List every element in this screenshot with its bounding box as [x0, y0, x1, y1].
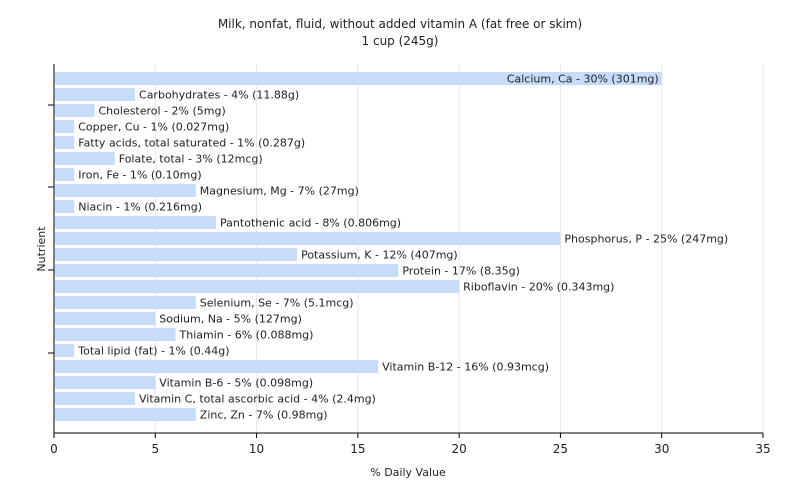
bar — [55, 184, 196, 197]
bar-label: Sodium, Na - 5% (127mg) — [159, 313, 302, 326]
bar — [55, 120, 75, 133]
bar — [55, 200, 75, 213]
bar-label: Total lipid (fat) - 1% (0.44g) — [77, 345, 229, 358]
chart-title: Milk, nonfat, fluid, without added vitam… — [218, 17, 582, 31]
bar-label: Vitamin B-12 - 16% (0.93mcg) — [382, 361, 549, 374]
bar-label: Niacin - 1% (0.216mg) — [78, 201, 202, 214]
bar-label: Cholesterol - 2% (5mg) — [99, 105, 226, 118]
bar — [55, 392, 136, 405]
bar-label: Calcium, Ca - 30% (301mg) — [507, 73, 659, 86]
bar — [55, 72, 662, 85]
bar-label: Magnesium, Mg - 7% (27mg) — [200, 185, 359, 198]
bar — [55, 168, 75, 181]
bar — [55, 376, 156, 389]
bar — [55, 248, 298, 261]
x-axis-title: % Daily Value — [370, 466, 446, 479]
x-tick-label: 30 — [654, 442, 669, 456]
bar — [55, 88, 136, 101]
x-tick-label: 5 — [151, 442, 159, 456]
bar — [55, 344, 75, 357]
x-tick-label: 0 — [50, 442, 58, 456]
bar — [55, 264, 399, 277]
bar — [55, 408, 196, 421]
bar-label: Fatty acids, total saturated - 1% (0.287… — [78, 137, 305, 150]
x-tick-label: 25 — [553, 442, 568, 456]
bar-label: Potassium, K - 12% (407mg) — [301, 249, 458, 262]
bar-label: Riboflavin - 20% (0.343mg) — [463, 281, 614, 294]
bar — [55, 152, 115, 165]
bar — [55, 312, 156, 325]
bar-label: Vitamin C, total ascorbic acid - 4% (2.4… — [139, 393, 376, 406]
bar-label: Protein - 17% (8.35g) — [402, 265, 520, 278]
bar-label: Folate, total - 3% (12mcg) — [119, 153, 263, 166]
bar — [55, 232, 561, 245]
bar-label: Pantothenic acid - 8% (0.806mg) — [220, 217, 401, 230]
bar-label: Selenium, Se - 7% (5.1mcg) — [200, 297, 354, 310]
bar — [55, 328, 176, 341]
x-tick-label: 10 — [249, 442, 264, 456]
y-axis-title: Nutrient — [35, 226, 48, 272]
gridlines — [154, 64, 764, 433]
bar-label: Thiamin - 6% (0.088mg) — [179, 329, 314, 342]
bar-label: Iron, Fe - 1% (0.10mg) — [78, 169, 201, 182]
axes: 0 5 10 15 20 25 30 35 — [48, 64, 771, 456]
x-tick-label: 35 — [755, 442, 770, 456]
bar-label: Vitamin B-6 - 5% (0.098mg) — [159, 377, 313, 390]
x-tick-label: 20 — [452, 442, 467, 456]
chart-subtitle: 1 cup (245g) — [362, 34, 439, 48]
bar — [55, 296, 196, 309]
bar-label: Phosphorus, P - 25% (247mg) — [564, 233, 728, 246]
bar-label: Carbohydrates - 4% (11.88g) — [139, 89, 299, 102]
bar — [55, 360, 379, 373]
bar — [55, 104, 95, 117]
bar — [55, 216, 217, 229]
bar — [55, 280, 460, 293]
x-tick-label: 15 — [350, 442, 365, 456]
bar-label: Zinc, Zn - 7% (0.98mg) — [200, 409, 328, 422]
bars: Calcium, Ca - 30% (301mg) Carbohydrates -… — [55, 72, 728, 422]
bar-label: Copper, Cu - 1% (0.027mg) — [78, 121, 229, 134]
bar — [55, 136, 75, 149]
